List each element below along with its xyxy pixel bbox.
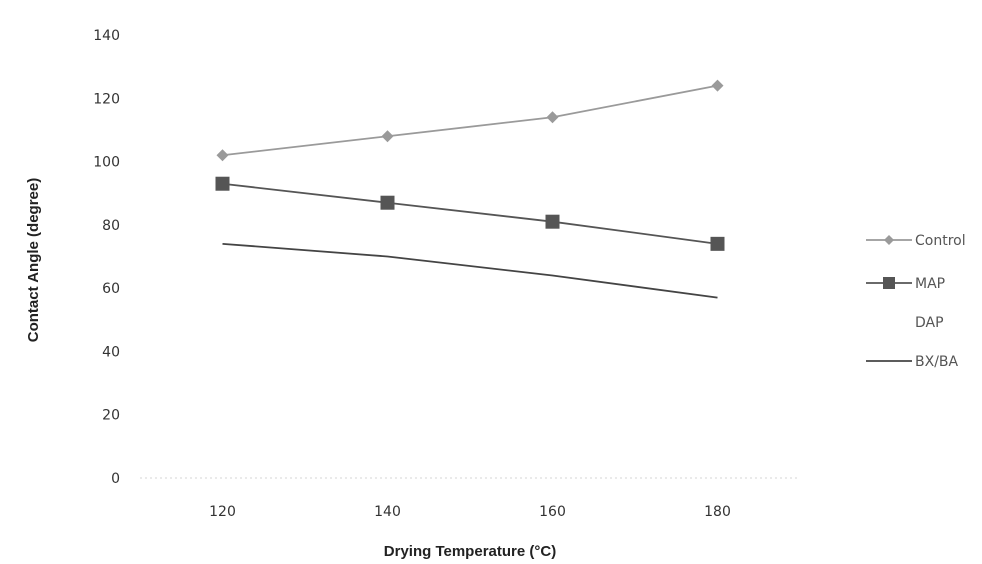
series-lines — [215, 79, 725, 299]
x-axis-title: Drying Temperature (°C) — [384, 543, 556, 560]
legend: Control MAP DAP BX/BA — [866, 233, 966, 370]
y-tick-label: 0 — [111, 471, 120, 487]
legend-marker-control — [884, 235, 894, 245]
series-line-bx-ba — [222, 242, 718, 299]
y-tick-label: 60 — [102, 281, 120, 297]
x-axis-ticks: 120 140 160 180 — [209, 504, 731, 520]
y-axis-title: Contact Angle (degree) — [25, 178, 42, 342]
y-tick-label: 100 — [93, 155, 120, 171]
legend-label-dap: DAP — [915, 315, 944, 331]
legend-label-bx-ba: BX/BA — [915, 354, 959, 370]
x-tick-label: 160 — [539, 504, 566, 520]
y-tick-label: 140 — [93, 28, 120, 44]
data-point-control — [216, 149, 229, 162]
y-tick-label: 120 — [93, 91, 120, 107]
y-tick-label: 40 — [102, 344, 120, 360]
series-line-map — [222, 182, 718, 245]
legend-marker-map — [883, 277, 895, 289]
legend-label-control: Control — [915, 233, 966, 249]
y-tick-label: 80 — [102, 218, 120, 234]
data-point-map — [545, 214, 560, 229]
data-point-control — [381, 130, 394, 143]
data-point-control — [711, 79, 724, 92]
y-tick-label: 20 — [102, 408, 120, 424]
x-tick-label: 140 — [374, 504, 401, 520]
legend-label-map: MAP — [915, 276, 945, 292]
data-point-control — [546, 111, 559, 124]
x-tick-label: 180 — [704, 504, 731, 520]
y-axis-ticks: 0 20 40 60 80 100 120 140 — [93, 28, 120, 487]
data-point-map — [710, 236, 725, 251]
data-point-map — [215, 176, 230, 191]
data-point-map — [380, 195, 395, 210]
x-tick-label: 120 — [209, 504, 236, 520]
series-line-control — [222, 84, 718, 157]
